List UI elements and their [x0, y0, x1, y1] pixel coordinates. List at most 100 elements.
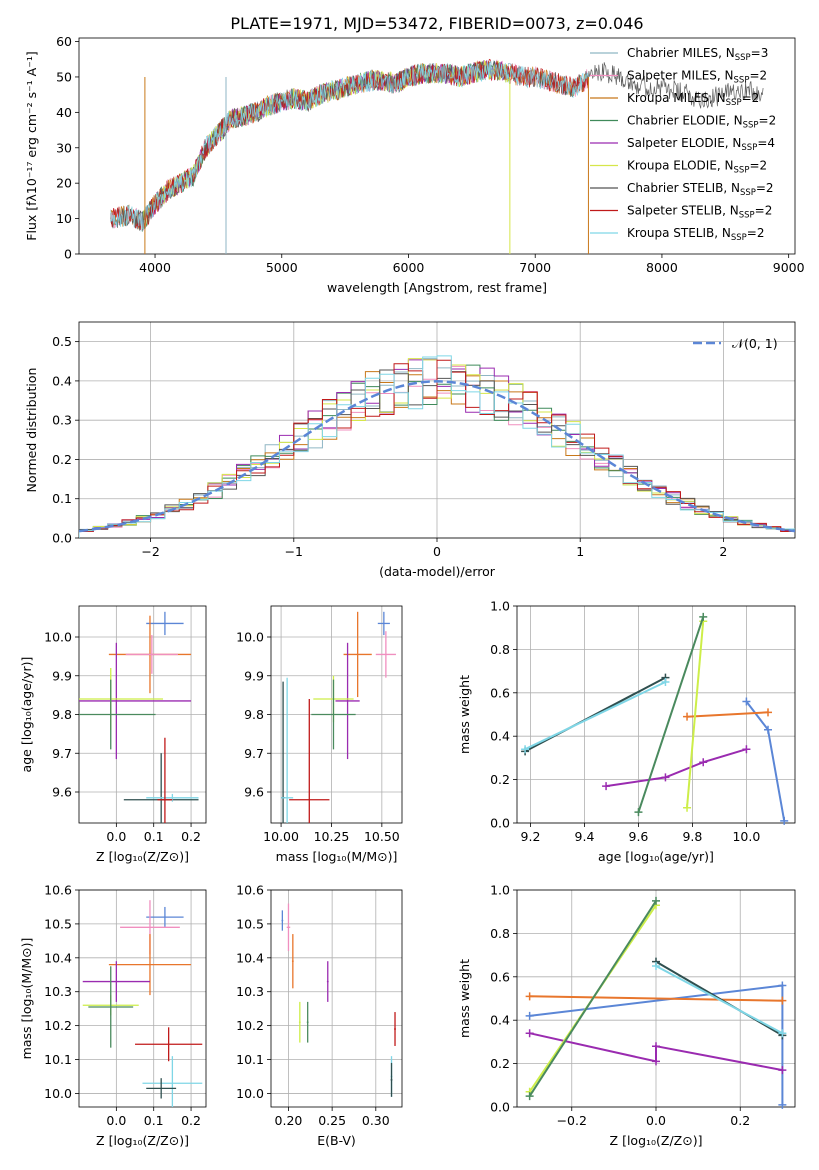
series-line: [529, 995, 783, 1002]
series-marker: [683, 803, 692, 812]
legend-label-tail: =2: [756, 181, 774, 195]
legend-label-tail: =2: [755, 204, 773, 218]
x-tick-label: 7000: [519, 260, 551, 275]
axes-frame: [78, 321, 796, 539]
residual-legend: 𝒩(0, 1): [693, 336, 778, 351]
series-marker: [699, 612, 708, 621]
x-axis-label: wavelength [Angstrom, rest frame]: [327, 280, 547, 295]
age_vs_mass-points: [281, 611, 396, 823]
errorbar-point: [146, 611, 184, 636]
errorbar-point: [298, 1001, 301, 1043]
legend-label-main: Kroupa STELIB, N: [627, 226, 731, 240]
age_vs_Z-points: [79, 611, 199, 823]
y-tick-label: 0.0: [52, 531, 72, 546]
x-axis-label: mass [log₁₀(M/M⊙)]: [276, 849, 398, 864]
spectrum-lines: [110, 58, 764, 254]
mass_vs_ebv-points: [281, 903, 396, 1097]
errorbar-point: [306, 1001, 309, 1043]
series-line: [686, 621, 705, 808]
y-axis-label: mass weight: [457, 959, 472, 1038]
y-axis-label: Flux [fλ10⁻¹⁷ erg cm⁻² s⁻¹ A⁻¹]: [24, 51, 39, 240]
errorbar-point: [335, 642, 360, 760]
y-tick-label: 0.3: [52, 413, 72, 428]
x-tick-label: 2: [719, 544, 727, 559]
legend-label-tail: =2: [742, 91, 760, 105]
errorbar-point: [343, 611, 372, 698]
y-tick-label: 9.8: [52, 707, 72, 722]
series-marker: [525, 1029, 534, 1038]
legend-label-sub: SSP: [739, 211, 755, 221]
series-marker: [699, 758, 708, 767]
x-tick-label: 0.1: [144, 1113, 164, 1128]
series-marker: [683, 712, 692, 721]
series-marker: [521, 745, 530, 754]
series-marker: [742, 697, 751, 706]
legend-label-sub: SSP: [734, 166, 750, 176]
axes-frame: [516, 605, 796, 824]
y-tick-label: 0.6: [490, 685, 510, 700]
mass_vs_ebv-axes: 0.20 0.25 0.30 10.0 10.1 10.2 10.3 10.4 10.5 10.6…: [236, 883, 403, 1148]
y-tick-label: 0.6: [490, 969, 510, 984]
y-tick-label: 1.0: [490, 599, 510, 614]
y-tick-label: 9.9: [52, 668, 72, 683]
legend-label-tail: =2: [747, 226, 765, 240]
legend-label-tail: =3: [751, 46, 769, 60]
legend-label-sub: SSP: [734, 76, 750, 86]
y-tick-label: 0.4: [490, 729, 510, 744]
y-tick-label: 10.0: [44, 1086, 72, 1101]
errorbar-point: [390, 1062, 393, 1097]
x-tick-label: −1: [285, 544, 303, 559]
errorbar-point: [326, 961, 329, 1002]
residuals-axes: −2 −1 0 1 2 0.0 0.1 0.2 0.3 0.4 0.5 (data-model)/er…: [24, 321, 796, 579]
weight_vs_Z-axes: −0.2 0.0 0.2 0.0 0.2 0.4 0.6 0.8 1.0 Z [log₁₀(Z/Z…: [457, 883, 796, 1148]
y-tick-label: 40: [56, 105, 72, 120]
legend-label-main: Salpeter ELODIE, N: [627, 136, 741, 150]
age_vs_Z-axes: 0.0 0.1 0.2 9.6 9.7 9.8 9.9 10.0 Z [log₁₀(Z/Z⊙)]…: [19, 605, 207, 864]
series-marker: [742, 745, 751, 754]
errorbar-point: [135, 1027, 203, 1062]
x-tick-label: 0.30: [362, 1113, 390, 1128]
axes-frame: [78, 37, 796, 255]
errorbar-point: [79, 679, 156, 750]
x-axis-label: Z [log₁₀(Z/Z⊙)]: [610, 1133, 703, 1148]
series-marker: [778, 1066, 787, 1075]
x-tick-label: 10.0: [732, 829, 760, 844]
x-axis-label: Z [log₁₀(Z/Z⊙)]: [96, 849, 189, 864]
legend-label-sub: SSP: [726, 98, 742, 108]
legend-label: Salpeter MILES, NSSP=2: [627, 69, 767, 86]
errorbar-point: [146, 1078, 177, 1099]
x-tick-label: 4000: [139, 260, 171, 275]
series-marker: [525, 992, 534, 1001]
figure-title: PLATE=1971, MJD=53472, FIBERID=0073, z=0…: [230, 14, 643, 33]
legend-label: Chabrier MILES, NSSP=3: [627, 46, 768, 63]
errorbar-point: [291, 934, 294, 989]
legend-label-main: Chabrier ELODIE, N: [627, 114, 743, 128]
weight_vs_age-axes: 9.2 9.4 9.6 9.8 10.0 0.0 0.2 0.4 0.6 0.8 1.0 age [l…: [457, 599, 796, 864]
x-axis-label: (data-model)/error: [379, 564, 496, 579]
y-tick-label: 0.0: [490, 816, 510, 831]
y-tick-label: 0.2: [490, 772, 510, 787]
x-tick-label: 0.2: [730, 1113, 750, 1128]
errorbar-point: [146, 906, 184, 928]
y-tick-label: 50: [56, 69, 72, 84]
errorbar-point: [125, 635, 178, 674]
x-tick-label: 0: [433, 544, 441, 559]
y-tick-label: 0.2: [490, 1056, 510, 1071]
y-tick-label: 0.4: [52, 373, 72, 388]
y-tick-label: 10.0: [236, 630, 264, 645]
errorbar-point: [375, 631, 396, 678]
y-tick-label: 9.6: [244, 785, 264, 800]
y-tick-label: 10.3: [44, 984, 72, 999]
x-tick-label: 10.50: [364, 829, 400, 844]
weight_vs_age-series: [521, 612, 789, 825]
y-tick-label: 0.8: [490, 926, 510, 941]
series-marker: [764, 725, 773, 734]
series-marker: [764, 708, 773, 717]
legend-label-main: Chabrier STELIB, N: [627, 181, 740, 195]
series-marker: [602, 782, 611, 791]
x-tick-label: 6000: [393, 260, 425, 275]
mass_vs_Z-points: [82, 900, 203, 1107]
series-marker: [778, 996, 787, 1005]
x-tick-label: 10.25: [314, 829, 350, 844]
legend-label-tail: =2: [749, 69, 767, 83]
